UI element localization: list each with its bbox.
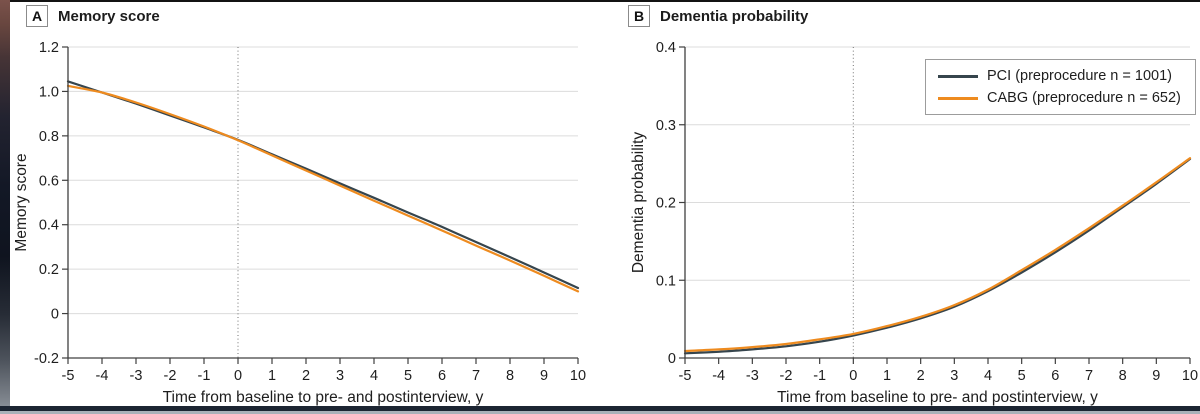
panel-dementia-probability: 0 0.1 0.2 0.3 0.4 -5 -4 -3 -2 -1 0 1 2 3 4 5 6 7 8 9 10 Time … [610, 0, 1200, 414]
pci-line-swatch [938, 74, 978, 78]
y-tick-label: 0.2 [656, 196, 676, 212]
x-tick-label: -3 [130, 368, 143, 384]
y-tick-label: 0.4 [656, 40, 676, 56]
x-tick-label: 6 [1051, 368, 1059, 384]
panel-b-header: B Dementia probability [628, 5, 808, 27]
y-tick-label: 0.2 [39, 262, 59, 278]
x-tick-label: 9 [1152, 368, 1160, 384]
y-tick-label: 0.6 [39, 173, 59, 189]
x-tick-label: -4 [96, 368, 109, 384]
x-tick-label: -2 [164, 368, 177, 384]
y-tick-label: 0.3 [656, 118, 676, 134]
series-line-pci [683, 157, 1192, 355]
cabg-line-swatch [938, 96, 978, 100]
legend-label-pci: PCI (preprocedure n = 1001) [987, 68, 1172, 84]
y-axis-title: Dementia probability [630, 132, 647, 274]
legend-item-cabg: CABG (preprocedure n = 652) [938, 90, 1181, 106]
panel-b-tag: B [628, 5, 650, 27]
x-tick-label: 2 [302, 368, 310, 384]
x-tick-label: 9 [540, 368, 548, 384]
y-tick-label: 0 [668, 351, 676, 367]
x-tick-label: 0 [849, 368, 857, 384]
x-tick-label: -4 [712, 368, 725, 384]
x-axis-title: Time from baseline to pre- and postinter… [777, 389, 1098, 406]
series-line-pci [66, 80, 580, 290]
top-border [0, 0, 1200, 2]
y-tick-label: 1.0 [39, 84, 59, 100]
panel-memory-score: -0.2 0 0.2 0.4 0.6 0.8 1.0 1.2 -5 -4 -3 -2 -1 0 1 2 3 4 5 6… [10, 0, 600, 414]
series-line-cabg [683, 157, 1192, 353]
memory-score-chart: -0.2 0 0.2 0.4 0.6 0.8 1.0 1.2 -5 -4 -3 -2 -1 0 1 2 3 4 5 6… [13, 40, 586, 406]
y-tick-label: 0.4 [39, 218, 59, 234]
x-tick-label: 0 [234, 368, 242, 384]
x-tick-label: -1 [813, 368, 826, 384]
series-line-cabg [66, 84, 580, 293]
legend-item-pci: PCI (preprocedure n = 1001) [938, 68, 1181, 84]
x-tick-label: 10 [570, 368, 586, 384]
x-tick-label: 6 [438, 368, 446, 384]
x-tick-label: 4 [370, 368, 378, 384]
x-tick-label: 4 [984, 368, 992, 384]
x-tick-label: 10 [1182, 368, 1198, 384]
dementia-probability-chart: 0 0.1 0.2 0.3 0.4 -5 -4 -3 -2 -1 0 1 2 3 4 5 6 7 8 9 10 Time … [630, 40, 1198, 406]
panel-b-title: Dementia probability [660, 7, 809, 25]
x-tick-label: 5 [404, 368, 412, 384]
x-tick-label: 8 [506, 368, 514, 384]
y-tick-label: 1.2 [39, 40, 59, 56]
bottom-border-light [0, 411, 1200, 414]
x-tick-label: 1 [883, 368, 891, 384]
panel-a-tag: A [26, 5, 48, 27]
x-tick-label: -3 [746, 368, 759, 384]
x-tick-label: -5 [679, 368, 692, 384]
x-tick-label: 1 [268, 368, 276, 384]
y-tick-label: -0.2 [34, 351, 59, 367]
y-tick-label: 0.8 [39, 129, 59, 145]
panel-a-header: A Memory score [26, 5, 160, 27]
y-axis-title: Memory score [13, 153, 30, 251]
x-tick-label: -2 [780, 368, 793, 384]
legend-label-cabg: CABG (preprocedure n = 652) [987, 90, 1181, 106]
x-axis-title: Time from baseline to pre- and postinter… [163, 389, 484, 406]
left-edge-strip [0, 0, 10, 414]
y-tick-label: 0 [51, 307, 59, 323]
x-tick-label: 3 [336, 368, 344, 384]
x-tick-label: 3 [950, 368, 958, 384]
panel-a-title: Memory score [58, 7, 160, 25]
x-tick-label: -1 [198, 368, 211, 384]
x-tick-label: 7 [1085, 368, 1093, 384]
x-tick-label: 5 [1018, 368, 1026, 384]
legend: PCI (preprocedure n = 1001) CABG (prepro… [925, 59, 1196, 115]
y-tick-label: 0.1 [656, 273, 676, 289]
x-tick-label: -5 [62, 368, 75, 384]
x-tick-label: 2 [917, 368, 925, 384]
bottom-border-dark [0, 406, 1200, 411]
x-tick-label: 8 [1119, 368, 1127, 384]
x-tick-label: 7 [472, 368, 480, 384]
